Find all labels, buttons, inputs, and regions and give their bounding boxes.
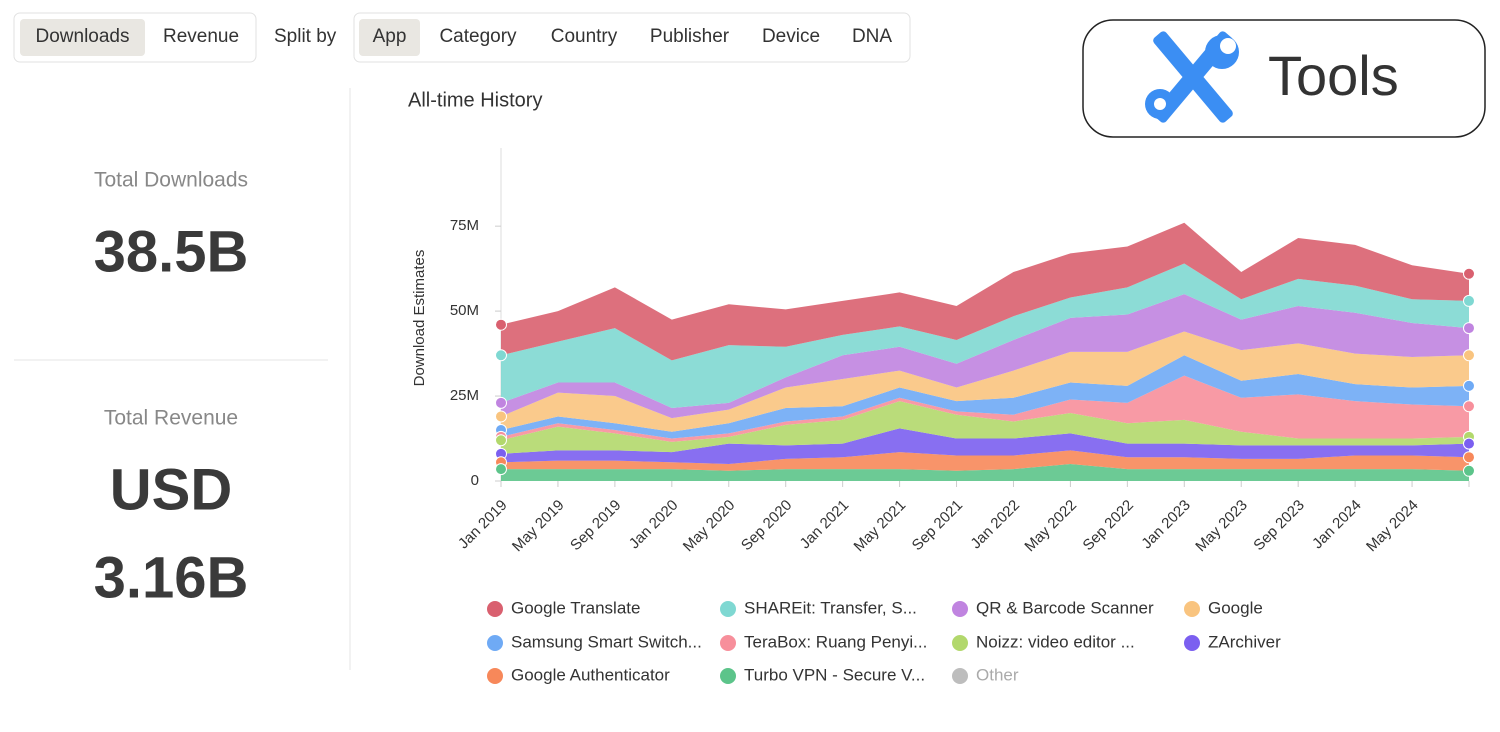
chart-title: All-time History (408, 89, 542, 111)
split-label: Split by (274, 26, 337, 47)
x-tick-label: Jan 2022 (967, 497, 1023, 553)
badge-label: Tools (1268, 44, 1399, 107)
x-tick-label: Sep 2020 (738, 497, 795, 554)
x-tick-label: May 2020 (680, 497, 739, 556)
end-dot (495, 463, 507, 476)
area-series (501, 401, 1469, 454)
x-tick-label: May 2019 (509, 497, 568, 556)
x-tick-label: Jan 2024 (1309, 497, 1365, 553)
x-tick-label: Jan 2021 (797, 497, 853, 553)
legend-swatch[interactable] (1184, 635, 1200, 651)
legend-swatch[interactable] (487, 668, 503, 684)
end-dot (495, 410, 507, 423)
y-tick-label: 50M (450, 302, 479, 319)
tab[interactable]: Category (439, 26, 517, 47)
end-dot (1463, 400, 1475, 413)
legend-swatch[interactable] (952, 601, 968, 617)
tab[interactable]: Country (551, 26, 618, 47)
x-tick-label: Sep 2021 (909, 497, 966, 554)
legend-label[interactable]: TeraBox: Ruang Penyi... (744, 632, 927, 651)
tab-selected[interactable] (20, 19, 145, 56)
x-tick-label: Sep 2019 (567, 497, 624, 554)
legend-label[interactable]: Samsung Smart Switch... (511, 632, 702, 651)
y-tick-label: 25M (450, 387, 479, 404)
end-dot (495, 396, 507, 409)
legend-label[interactable]: ZArchiver (1208, 632, 1281, 651)
y-tick-label: 75M (450, 217, 479, 234)
legend-label[interactable]: Google (1208, 598, 1263, 617)
end-dot (495, 318, 507, 331)
x-tick-label: Jan 2019 (455, 497, 511, 553)
area-series (501, 450, 1469, 471)
summary-value: 38.5B (94, 219, 249, 284)
end-dot (1463, 349, 1475, 362)
end-dot (1463, 322, 1475, 335)
legend-label[interactable]: Google Translate (511, 598, 640, 617)
x-tick-label: May 2021 (851, 497, 910, 556)
legend-swatch[interactable] (720, 635, 736, 651)
area-series (501, 375, 1469, 442)
icon-hole (1154, 98, 1166, 110)
end-dot (495, 434, 507, 447)
end-dot (1463, 379, 1475, 392)
tab[interactable]: Revenue (163, 26, 239, 47)
legend-swatch[interactable] (1184, 601, 1200, 617)
end-dot (1463, 267, 1475, 280)
x-tick-label: Sep 2022 (1080, 497, 1137, 554)
legend-swatch[interactable] (487, 635, 503, 651)
summary-value: 3.16B (94, 545, 249, 610)
summary-label: Total Downloads (94, 169, 248, 192)
y-tick-label: 0 (471, 472, 479, 489)
legend-swatch[interactable] (952, 635, 968, 651)
end-dot (495, 349, 507, 362)
x-tick-label: May 2022 (1021, 497, 1080, 556)
summary-label: Total Revenue (104, 407, 238, 430)
legend-swatch[interactable] (487, 601, 503, 617)
area-series (501, 331, 1469, 432)
x-tick-label: Jan 2020 (626, 497, 682, 553)
end-dot (1463, 294, 1475, 307)
area-series (501, 355, 1469, 439)
x-tick-label: May 2024 (1363, 497, 1422, 556)
area-series (501, 464, 1469, 481)
area-series (501, 263, 1469, 408)
area-series (501, 222, 1469, 361)
tab[interactable]: Device (762, 26, 820, 47)
x-tick-label: Jan 2023 (1138, 497, 1194, 553)
legend-swatch[interactable] (720, 668, 736, 684)
legend-label[interactable]: QR & Barcode Scanner (976, 598, 1154, 617)
area-series (501, 428, 1469, 465)
area-series (501, 294, 1469, 419)
y-axis-label: Download Estimates (411, 250, 428, 387)
split-tab-group (353, 12, 911, 63)
end-dot (1463, 451, 1475, 464)
tab[interactable]: DNA (852, 26, 892, 47)
tab[interactable]: App (373, 26, 407, 47)
icon-hole (1220, 38, 1236, 54)
legend-swatch[interactable] (720, 601, 736, 617)
legend-label[interactable]: Noizz: video editor ... (976, 632, 1135, 651)
legend-swatch[interactable] (952, 668, 968, 684)
x-tick-label: Sep 2023 (1250, 497, 1307, 554)
legend-label[interactable]: SHAREit: Transfer, S... (744, 598, 917, 617)
legend-label[interactable]: Google Authenticator (511, 665, 670, 684)
tab[interactable]: Publisher (650, 26, 730, 47)
summary-currency: USD (110, 457, 232, 522)
legend-label[interactable]: Other (976, 665, 1019, 684)
legend-label[interactable]: Turbo VPN - Secure V... (744, 665, 925, 684)
tab[interactable]: Downloads (36, 26, 130, 47)
end-dot (1463, 464, 1475, 477)
end-dot (1463, 437, 1475, 450)
tools-badge[interactable] (1082, 19, 1486, 138)
tab-selected[interactable] (359, 19, 420, 56)
x-tick-label: May 2023 (1192, 497, 1251, 556)
